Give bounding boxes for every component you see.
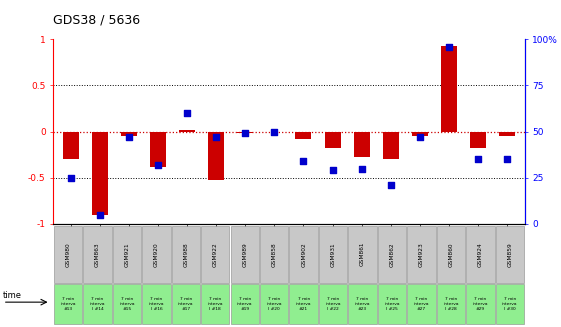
Bar <box>208 131 224 180</box>
Bar <box>296 131 311 139</box>
Bar <box>412 131 428 136</box>
Bar <box>92 131 108 215</box>
Point <box>154 162 163 167</box>
Bar <box>150 131 166 167</box>
Point <box>270 129 279 134</box>
Bar <box>470 131 486 148</box>
Text: 7 min
interva
#15: 7 min interva #15 <box>119 297 135 311</box>
Point <box>328 168 337 173</box>
Bar <box>353 131 370 158</box>
Bar <box>441 46 457 131</box>
Text: GSM902: GSM902 <box>301 242 306 267</box>
Point <box>299 159 308 164</box>
Text: GSM931: GSM931 <box>330 242 335 267</box>
Bar <box>121 131 137 136</box>
Text: 7 min
interva
l #28: 7 min interva l #28 <box>443 297 459 311</box>
Text: 7 min
interva
#21: 7 min interva #21 <box>296 297 311 311</box>
Text: 7 min
interva
#27: 7 min interva #27 <box>413 297 429 311</box>
Text: 7 min
interva
#23: 7 min interva #23 <box>355 297 370 311</box>
Point <box>357 166 366 171</box>
Point <box>444 44 453 49</box>
Text: GSM921: GSM921 <box>125 242 130 267</box>
Text: 7 min
interva
l #25: 7 min interva l #25 <box>384 297 400 311</box>
Text: GSM920: GSM920 <box>154 242 159 267</box>
Text: 7 min
interva
l #20: 7 min interva l #20 <box>266 297 282 311</box>
Text: 7 min
interva
l #14: 7 min interva l #14 <box>90 297 105 311</box>
Bar <box>179 130 195 131</box>
Point <box>241 131 250 136</box>
Text: 7 min
interva
#13: 7 min interva #13 <box>60 297 76 311</box>
Text: time: time <box>3 291 22 301</box>
Text: GSM862: GSM862 <box>389 242 394 267</box>
Text: GSM923: GSM923 <box>419 242 424 267</box>
Bar <box>237 131 253 133</box>
Bar <box>325 131 341 148</box>
Point <box>503 157 512 162</box>
Bar <box>499 131 515 136</box>
Text: GSM988: GSM988 <box>183 242 188 267</box>
Point <box>125 134 134 140</box>
Text: 7 min
interva
#17: 7 min interva #17 <box>178 297 194 311</box>
Text: GSM989: GSM989 <box>242 242 247 267</box>
Text: GSM863: GSM863 <box>95 242 100 267</box>
Text: GSM860: GSM860 <box>448 242 453 267</box>
Point <box>95 212 104 217</box>
Text: 7 min
interva
l #30: 7 min interva l #30 <box>502 297 518 311</box>
Point <box>211 134 220 140</box>
Text: GSM858: GSM858 <box>272 242 277 267</box>
Text: GSM924: GSM924 <box>478 242 483 267</box>
Text: 7 min
interva
l #22: 7 min interva l #22 <box>325 297 341 311</box>
Text: GSM922: GSM922 <box>213 242 218 267</box>
Text: GSM861: GSM861 <box>360 242 365 267</box>
Point <box>66 175 75 181</box>
Text: GSM859: GSM859 <box>507 242 512 267</box>
Point <box>415 134 424 140</box>
Text: 7 min
interva
#19: 7 min interva #19 <box>237 297 252 311</box>
Text: GDS38 / 5636: GDS38 / 5636 <box>53 13 140 26</box>
Text: 7 min
interva
l #16: 7 min interva l #16 <box>149 297 164 311</box>
Bar <box>383 131 399 159</box>
Text: GSM980: GSM980 <box>66 242 71 267</box>
Point <box>183 111 192 116</box>
Text: 7 min
interva
l #18: 7 min interva l #18 <box>208 297 223 311</box>
Text: 7 min
interva
#29: 7 min interva #29 <box>472 297 488 311</box>
Point <box>386 182 395 188</box>
Bar <box>63 131 79 159</box>
Point <box>473 157 482 162</box>
